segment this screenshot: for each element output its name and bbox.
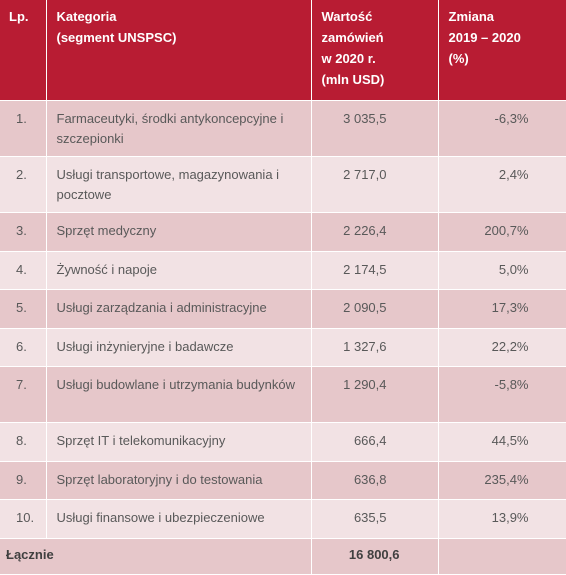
header-category-line1: Kategoria [56, 9, 117, 24]
row-lp: 6. [0, 328, 47, 367]
row-change: 200,7% [438, 212, 566, 252]
row-lp: 1. [0, 100, 47, 157]
row-change: 44,5% [438, 422, 566, 462]
row-value: 1 290,4 [311, 366, 439, 423]
row-value: 2 717,0 [311, 156, 439, 213]
total-change-empty [438, 538, 566, 575]
row-change: 235,4% [438, 461, 566, 500]
header-category-line2: (segment UNSPSC) [56, 30, 177, 45]
header-row: Lp. Kategoria (segment UNSPSC) Wartość z… [0, 0, 566, 101]
row-change: 13,9% [438, 499, 566, 539]
row-category: Usługi budowlane i utrzymania budynków [46, 366, 312, 423]
row-category: Sprzęt laboratoryjny i do testowania [46, 461, 312, 500]
header-value-line4: (mln USD) [321, 72, 385, 87]
table-row: 9. Sprzęt laboratoryjny i do testowania … [0, 461, 566, 500]
row-category: Sprzęt medyczny [46, 212, 312, 252]
row-lp: 10. [0, 499, 47, 539]
row-lp: 9. [0, 461, 47, 500]
row-value: 1 327,6 [311, 328, 439, 367]
row-value: 666,4 [311, 422, 439, 462]
row-lp: 4. [0, 251, 47, 290]
row-value: 2 174,5 [311, 251, 439, 290]
row-lp: 3. [0, 212, 47, 252]
row-lp: 5. [0, 289, 47, 329]
row-category: Sprzęt IT i telekomunikacyjny [46, 422, 312, 462]
row-value: 2 090,5 [311, 289, 439, 329]
header-value-line1: Wartość [321, 9, 373, 24]
row-category: Usługi zarządzania i administracyjne [46, 289, 312, 329]
row-change: 17,3% [438, 289, 566, 329]
row-change: 5,0% [438, 251, 566, 290]
row-lp: 7. [0, 366, 47, 423]
header-value: Wartość zamówień w 2020 r. (mln USD) [311, 0, 439, 101]
row-lp: 2. [0, 156, 47, 213]
row-category: Żywność i napoje [46, 251, 312, 290]
row-category: Farmaceutyki, środki antykoncepcyjne i s… [46, 100, 312, 157]
header-lp: Lp. [0, 0, 47, 101]
row-value: 2 226,4 [311, 212, 439, 252]
table-row: 6. Usługi inżynieryjne i badawcze 1 327,… [0, 328, 566, 367]
header-change-line2: 2019 – 2020 [448, 30, 521, 45]
row-change: 22,2% [438, 328, 566, 367]
table-row: 4. Żywność i napoje 2 174,5 5,0% [0, 251, 566, 290]
row-category: Usługi transportowe, magazynowania i poc… [46, 156, 312, 213]
header-value-line2: zamówień [321, 30, 384, 45]
table-row: 1. Farmaceutyki, środki antykoncepcyjne … [0, 100, 566, 157]
total-row: Łącznie 16 800,6 [0, 538, 566, 575]
row-lp: 8. [0, 422, 47, 462]
table-row: 10. Usługi finansowe i ubezpieczeniowe 6… [0, 499, 566, 539]
total-label: Łącznie [0, 538, 312, 575]
table-row: 3. Sprzęt medyczny 2 226,4 200,7% [0, 212, 566, 252]
row-category: Usługi finansowe i ubezpieczeniowe [46, 499, 312, 539]
row-change: -6,3% [438, 100, 566, 157]
table-row: 8. Sprzęt IT i telekomunikacyjny 666,4 4… [0, 422, 566, 462]
table-row: 2. Usługi transportowe, magazynowania i … [0, 156, 566, 213]
row-change: 2,4% [438, 156, 566, 213]
total-value: 16 800,6 [311, 538, 439, 575]
header-value-line3: w 2020 r. [321, 51, 376, 66]
row-change: -5,8% [438, 366, 566, 423]
row-value: 636,8 [311, 461, 439, 500]
header-change: Zmiana 2019 – 2020 (%) [438, 0, 566, 101]
table-row: 5. Usługi zarządzania i administracyjne … [0, 289, 566, 329]
row-value: 3 035,5 [311, 100, 439, 157]
header-category: Kategoria (segment UNSPSC) [46, 0, 312, 101]
row-category: Usługi inżynieryjne i badawcze [46, 328, 312, 367]
row-value: 635,5 [311, 499, 439, 539]
table-row: 7. Usługi budowlane i utrzymania budynkó… [0, 366, 566, 423]
header-change-line1: Zmiana [448, 9, 495, 24]
header-change-line3: (%) [448, 51, 469, 66]
